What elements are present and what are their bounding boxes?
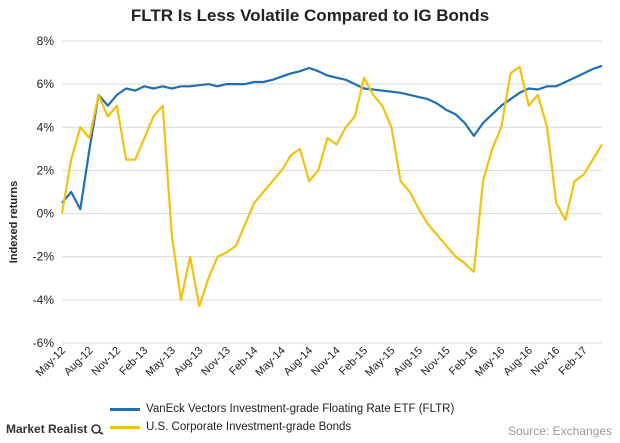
- magnifier-icon: [91, 424, 104, 435]
- brand-logo: Market Realist: [6, 422, 106, 436]
- legend-label-fltr: VanEck Vectors Investment-grade Floating…: [146, 403, 455, 415]
- series-lines: [60, 64, 603, 308]
- y-tick-label: 2%: [37, 163, 55, 177]
- y-tick-label: -6%: [33, 336, 55, 350]
- chart-title: FLTR Is Less Volatile Compared to IG Bon…: [130, 6, 490, 25]
- y-tick-label: 4%: [37, 120, 55, 134]
- chart-legend: VanEck Vectors Investment-grade Floating…: [110, 400, 454, 436]
- x-tick-label: May-14: [253, 345, 287, 379]
- legend-label-ig-bonds: U.S. Corporate Investment-grade Bonds: [146, 421, 352, 433]
- x-tick-label: Nov-13: [199, 345, 233, 379]
- legend-swatch-fltr: [110, 407, 140, 411]
- x-axis: May-12Aug-12Nov-12Feb-13May-13Aug-13Nov-…: [34, 345, 590, 379]
- legend-item-ig-bonds: U.S. Corporate Investment-grade Bonds: [110, 418, 454, 436]
- x-tick-label: Nov-15: [419, 345, 453, 379]
- y-tick-label: -2%: [33, 250, 55, 264]
- y-tick-label: 6%: [37, 77, 55, 91]
- source-note: Source: Exchanges: [507, 424, 612, 438]
- x-tick-label: Feb-17: [557, 345, 590, 378]
- x-tick-label: Aug-13: [172, 345, 206, 379]
- grid-lines: [62, 40, 602, 344]
- x-tick-label: May-16: [473, 345, 507, 379]
- y-tick-label: 8%: [37, 34, 55, 48]
- legend-swatch-ig-bonds: [110, 425, 140, 429]
- y-axis: 8% 6% 4% 2% 0% -2% -4% -6%: [33, 34, 55, 350]
- y-axis-label: Indexed returns: [8, 181, 20, 264]
- x-tick-label: Aug-16: [501, 345, 535, 379]
- x-tick-label: May-13: [144, 345, 178, 379]
- series-line-fltr: [61, 64, 603, 211]
- x-tick-label: Nov-16: [529, 345, 563, 379]
- brand-logo-text: Market Realist: [6, 422, 88, 436]
- y-tick-label: -4%: [33, 293, 55, 307]
- x-tick-label: Aug-14: [282, 345, 316, 379]
- legend-item-fltr: VanEck Vectors Investment-grade Floating…: [110, 400, 454, 418]
- x-tick-label: Nov-12: [89, 345, 123, 379]
- series-line-ig-bonds: [60, 65, 603, 308]
- y-tick-label: 0%: [37, 207, 55, 221]
- x-tick-label: Nov-14: [309, 345, 343, 379]
- x-tick-label: Aug-12: [62, 345, 96, 379]
- x-tick-label: Aug-15: [391, 345, 425, 379]
- x-tick-label: May-15: [363, 345, 397, 379]
